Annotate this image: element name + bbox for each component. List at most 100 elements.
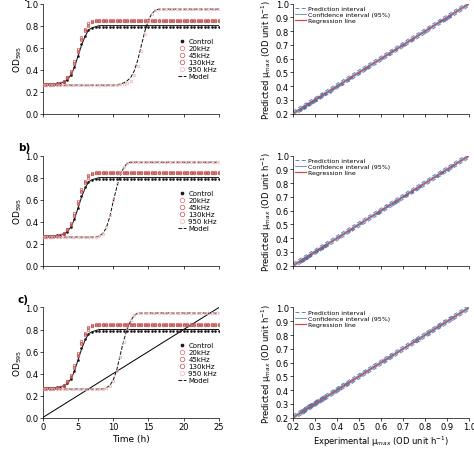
Point	[312, 400, 319, 407]
Point	[429, 327, 437, 334]
Point	[334, 83, 341, 90]
Point	[297, 106, 305, 113]
Point	[415, 336, 423, 344]
Point	[304, 252, 312, 260]
Point	[334, 386, 342, 394]
Point	[321, 394, 329, 401]
Point	[435, 323, 443, 330]
Point	[349, 225, 356, 233]
Point	[411, 337, 419, 345]
Point	[299, 409, 306, 416]
Point	[327, 89, 334, 96]
Point	[303, 101, 311, 109]
Point	[331, 388, 339, 395]
Point	[301, 104, 308, 111]
Point	[305, 403, 313, 410]
Point	[348, 378, 356, 386]
Point	[362, 66, 370, 73]
Point	[336, 385, 343, 392]
Point	[438, 18, 446, 25]
Point	[321, 243, 329, 250]
Point	[440, 17, 447, 24]
Point	[307, 403, 315, 410]
Point	[310, 99, 317, 106]
Point	[300, 104, 308, 111]
Point	[299, 256, 307, 263]
Point	[421, 29, 429, 37]
Point	[308, 403, 316, 410]
Point	[308, 100, 315, 107]
Point	[308, 403, 316, 410]
Point	[317, 245, 325, 252]
Point	[399, 42, 406, 50]
Point	[438, 169, 446, 176]
Point	[311, 98, 319, 105]
Legend: Prediction interval, Confidence interval (95%), Regression line: Prediction interval, Confidence interval…	[295, 6, 390, 24]
Point	[306, 252, 314, 259]
Point	[388, 353, 396, 360]
Point	[371, 363, 378, 370]
Legend: Control, 20kHz, 45kHz, 130kHz, 950 kHz, Model: Control, 20kHz, 45kHz, 130kHz, 950 kHz, …	[178, 190, 217, 232]
Point	[437, 19, 444, 26]
Point	[306, 403, 314, 410]
Point	[316, 397, 323, 405]
Point	[444, 15, 451, 22]
Point	[356, 70, 363, 77]
Point	[315, 246, 323, 254]
Point	[301, 104, 309, 111]
Point	[364, 64, 372, 71]
Point	[302, 405, 310, 413]
Point	[300, 407, 308, 414]
Point	[304, 254, 311, 262]
Point	[389, 49, 396, 56]
Point	[321, 91, 328, 98]
Point	[299, 409, 306, 416]
Point	[346, 228, 353, 235]
Point	[410, 36, 417, 43]
Point	[313, 400, 320, 407]
Point	[344, 380, 352, 387]
Point	[300, 104, 307, 111]
Point	[321, 241, 328, 249]
Point	[305, 101, 313, 108]
Point	[416, 183, 424, 190]
Point	[437, 169, 445, 177]
Point	[307, 99, 315, 106]
Point	[346, 75, 354, 83]
Point	[298, 257, 305, 265]
Point	[319, 397, 327, 404]
Point	[308, 251, 315, 258]
Point	[444, 167, 452, 174]
Point	[403, 191, 411, 198]
Point	[301, 407, 309, 414]
Text: a): a)	[18, 0, 30, 1]
Point	[312, 248, 319, 255]
Point	[313, 247, 321, 255]
Y-axis label: Predicted μ$_{max}$ (OD unit h$^{-1}$): Predicted μ$_{max}$ (OD unit h$^{-1}$)	[260, 303, 274, 423]
Point	[319, 91, 326, 99]
Legend: Prediction interval, Confidence interval (95%), Regression line: Prediction interval, Confidence interval…	[295, 310, 390, 328]
Point	[447, 164, 455, 171]
Point	[306, 252, 314, 259]
Point	[301, 406, 309, 414]
Point	[385, 51, 393, 58]
Point	[441, 319, 449, 326]
Point	[383, 203, 391, 210]
Point	[315, 95, 323, 102]
Point	[408, 188, 416, 196]
Point	[381, 357, 388, 364]
Point	[302, 255, 310, 262]
Point	[425, 330, 433, 338]
Point	[357, 219, 365, 227]
Point	[392, 46, 400, 54]
Point	[323, 241, 330, 249]
Point	[310, 400, 318, 407]
Point	[437, 322, 445, 329]
Point	[400, 42, 408, 50]
Text: b): b)	[18, 143, 30, 153]
Point	[449, 162, 457, 169]
Point	[310, 249, 318, 256]
Point	[301, 255, 309, 262]
Point	[307, 403, 314, 410]
Point	[306, 101, 313, 108]
